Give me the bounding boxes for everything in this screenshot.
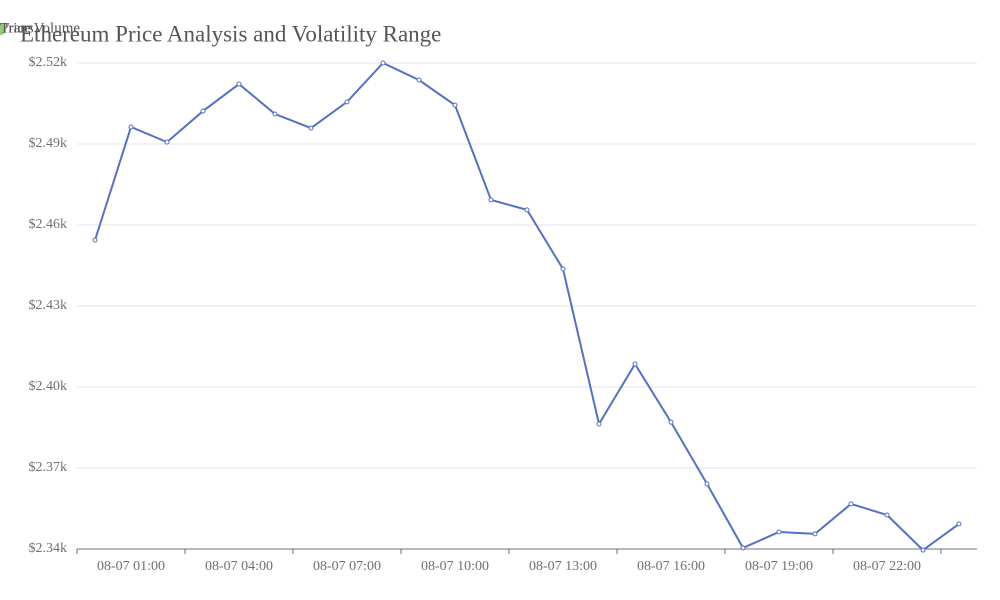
point — [92, 237, 98, 243]
y-tick-label: $2.52k — [29, 55, 68, 70]
point — [272, 111, 278, 117]
point — [488, 197, 494, 203]
legend-label: TransVolume — [0, 20, 80, 36]
point — [776, 529, 782, 535]
x-tick-label: 08-07 04:00 — [205, 559, 273, 574]
point — [740, 545, 746, 551]
x-tick-label: 08-07 07:00 — [313, 559, 381, 574]
x-tick-label: 08-07 13:00 — [529, 559, 597, 574]
point — [344, 99, 350, 105]
x-tick-label: 08-07 19:00 — [745, 559, 813, 574]
y-tick-label: $2.40k — [29, 379, 68, 394]
y-tick-label: $2.49k — [29, 136, 68, 151]
point — [236, 81, 242, 87]
point — [560, 266, 566, 272]
point — [704, 481, 710, 487]
y-tick-label: $2.34k — [29, 541, 68, 556]
x-tick-label: 08-07 22:00 — [853, 559, 921, 574]
point — [308, 125, 314, 131]
point — [632, 361, 638, 367]
point — [812, 531, 818, 537]
point — [884, 512, 890, 518]
point — [524, 207, 530, 213]
x-tick-label: 08-07 01:00 — [97, 559, 165, 574]
line-series — [94, 61, 960, 552]
legend-marker — [0, 23, 6, 35]
point — [956, 521, 962, 527]
y-tick-label: $2.43k — [29, 298, 68, 313]
point — [452, 102, 458, 108]
point — [128, 124, 134, 130]
legend-label: Price — [0, 20, 31, 36]
y-tick-label: $2.46k — [29, 217, 68, 232]
point — [380, 60, 386, 66]
point — [416, 77, 422, 83]
chart-title: Ethereum Price Analysis and Volatility R… — [20, 21, 441, 46]
point — [164, 139, 170, 145]
x-tick-label: 08-07 16:00 — [637, 559, 705, 574]
point — [920, 547, 926, 553]
y-tick-label: $2.37k — [29, 460, 68, 475]
point — [668, 419, 674, 425]
point — [848, 501, 854, 507]
point — [200, 108, 206, 114]
x-tick-label: 08-07 10:00 — [421, 559, 489, 574]
point — [596, 421, 602, 427]
